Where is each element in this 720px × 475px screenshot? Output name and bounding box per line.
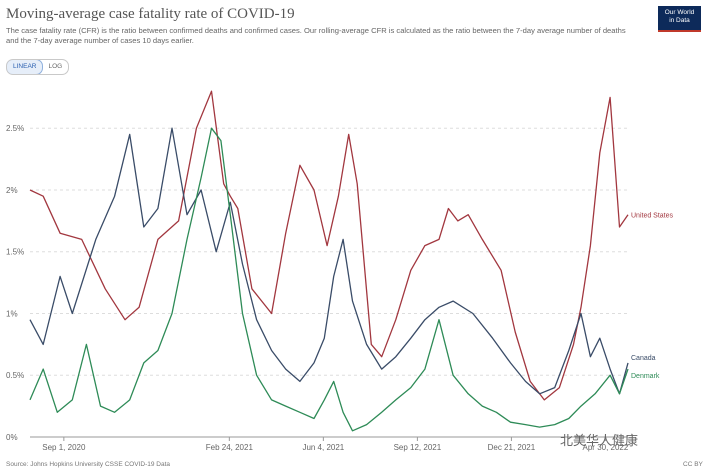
series-label-united-states: United States: [631, 213, 674, 220]
logo-line-1: Our World: [664, 9, 695, 16]
linear-scale-button[interactable]: LINEAR: [7, 60, 44, 74]
series-line-canada: [29, 127, 629, 395]
y-tick-label: 1.5%: [6, 248, 24, 257]
log-scale-button[interactable]: LOG: [48, 63, 63, 70]
y-tick-label: 2%: [6, 186, 18, 195]
x-tick-label: Sep 1, 2020: [42, 443, 86, 452]
series-line-united-states: [29, 90, 629, 401]
series-label-denmark: Denmark: [631, 373, 660, 380]
y-tick-label: 0.5%: [6, 371, 24, 380]
watermark-text: 北美华人健康: [560, 433, 639, 448]
series-label-canada: Canada: [631, 355, 656, 362]
x-tick-label: Feb 24, 2021: [206, 443, 254, 452]
chart-subtitle: The case fatality rate (CFR) is the rati…: [6, 26, 626, 45]
series-line-denmark: [29, 127, 629, 432]
owid-logo[interactable]: Our World in Data: [658, 6, 701, 32]
x-tick-label: Apr 30, 2022: [583, 443, 629, 452]
y-tick-label: 1%: [6, 309, 18, 318]
x-tick-label: Dec 21, 2021: [488, 443, 536, 452]
x-tick-label: Jun 4, 2021: [302, 443, 344, 452]
scale-toggle[interactable]: LINEAR LOG: [6, 59, 70, 75]
x-tick-label: Sep 12, 2021: [394, 443, 442, 452]
y-tick-label: 2.5%: [6, 124, 24, 133]
logo-line-2: in Data: [669, 17, 690, 24]
y-tick-label: 0%: [6, 433, 18, 442]
source-note: Source: Johns Hopkins University CSSE CO…: [6, 461, 171, 468]
license-note: CC BY: [683, 461, 703, 468]
chart-title: Moving-average case fatality rate of COV…: [6, 6, 295, 22]
